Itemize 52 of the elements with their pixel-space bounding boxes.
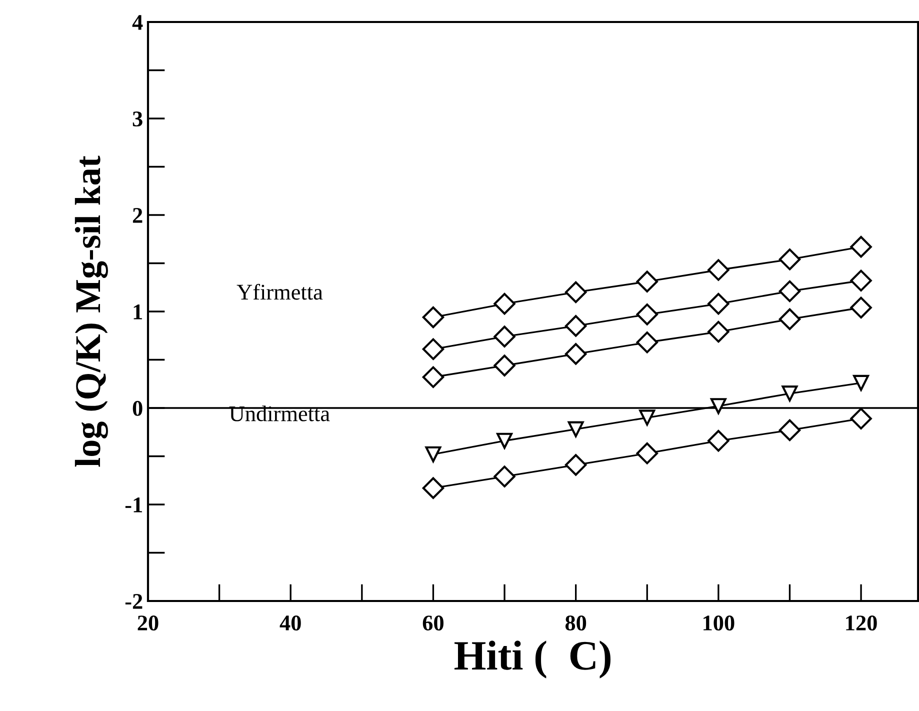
point bbox=[422, 477, 444, 499]
point bbox=[564, 281, 587, 304]
y-tick-label: 0 bbox=[132, 400, 142, 416]
annotation: Undirmetta bbox=[229, 406, 330, 422]
point bbox=[564, 454, 587, 476]
point bbox=[639, 410, 656, 426]
x-tick-label: 40 bbox=[280, 616, 301, 631]
point bbox=[496, 432, 513, 449]
point bbox=[850, 408, 872, 430]
point bbox=[850, 236, 872, 258]
point bbox=[636, 442, 658, 464]
point bbox=[708, 259, 730, 281]
point bbox=[494, 354, 516, 376]
x-axis-title: Hiti ( C) bbox=[454, 640, 610, 678]
x-tick-label: 120 bbox=[846, 616, 877, 631]
point bbox=[494, 292, 516, 315]
y-tick-label: -1 bbox=[125, 498, 142, 512]
point bbox=[782, 386, 798, 402]
point bbox=[778, 308, 801, 330]
point bbox=[778, 419, 801, 442]
x-tick-label: 100 bbox=[704, 616, 734, 631]
point bbox=[636, 304, 658, 326]
y-tick-label: 3 bbox=[132, 111, 142, 126]
point bbox=[425, 446, 442, 462]
point bbox=[708, 430, 730, 452]
x-tick-label: 20 bbox=[138, 616, 158, 631]
point bbox=[853, 374, 870, 391]
x-tick-label: 80 bbox=[565, 616, 586, 631]
point bbox=[778, 248, 801, 270]
y-tick-label: 4 bbox=[132, 15, 143, 30]
point bbox=[708, 320, 730, 343]
point bbox=[422, 366, 444, 388]
x-tick-label: 60 bbox=[422, 616, 444, 631]
point bbox=[636, 332, 658, 354]
y-axis-title: log (Q/K) Mg-sil kat bbox=[74, 156, 108, 467]
y-tick-label: 1 bbox=[134, 304, 142, 320]
point bbox=[710, 398, 726, 414]
point bbox=[494, 466, 516, 488]
point bbox=[636, 270, 658, 292]
y-tick-label: 2 bbox=[132, 208, 142, 223]
point bbox=[850, 296, 872, 319]
point bbox=[422, 338, 444, 360]
point bbox=[778, 280, 801, 302]
annotation: Yfirmetta bbox=[236, 284, 323, 300]
point bbox=[422, 306, 444, 328]
y-tick-label: -2 bbox=[125, 594, 142, 609]
point bbox=[568, 421, 584, 438]
point bbox=[708, 292, 730, 315]
point bbox=[494, 326, 516, 348]
point bbox=[850, 270, 872, 292]
point bbox=[564, 315, 587, 337]
point bbox=[564, 343, 587, 365]
